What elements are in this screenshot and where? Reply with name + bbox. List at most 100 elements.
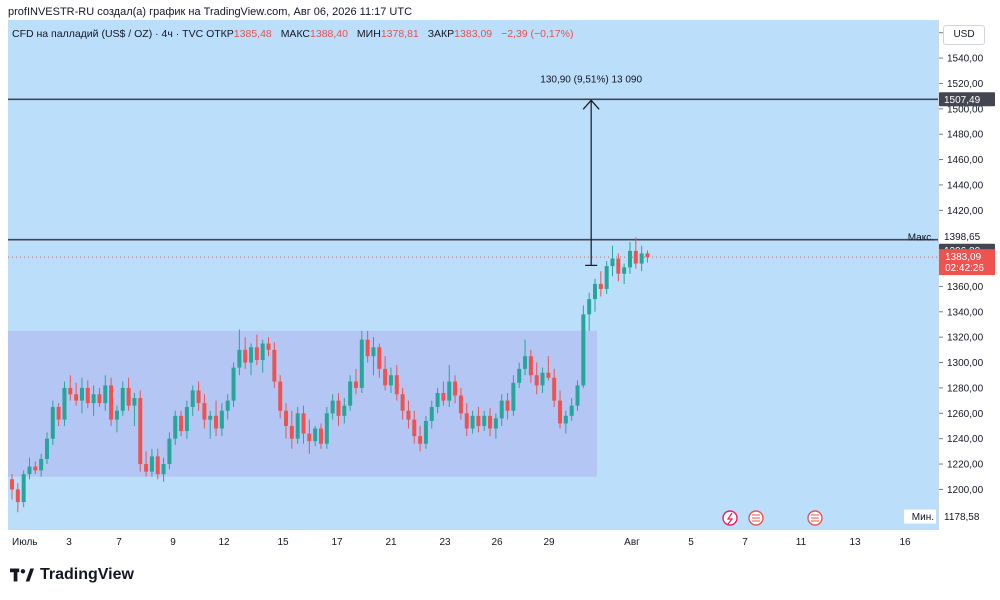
- candle-body: [604, 266, 609, 289]
- candle-body: [587, 299, 592, 315]
- time-tick-label: 26: [491, 537, 503, 548]
- legend-close-label: ЗАКР: [427, 28, 455, 40]
- candle-body: [120, 387, 125, 411]
- candle: [219, 403, 224, 437]
- legend-symbol: CFD на палладий (US$ / OZ) · 4ч · TVC: [12, 28, 204, 40]
- legend-close: 1383,09: [454, 28, 493, 40]
- candle-body: [365, 339, 370, 357]
- candle: [225, 394, 230, 420]
- candle-body: [313, 428, 318, 442]
- candle: [558, 390, 563, 429]
- price-tick-label: 1340,00: [947, 307, 984, 318]
- legend-high: 1388,40: [310, 28, 348, 40]
- max-price-tag: 1398,65: [939, 229, 995, 244]
- lightning-glyph: [726, 512, 734, 525]
- max-label: Макс.: [908, 232, 934, 243]
- candle: [184, 400, 189, 439]
- candle: [482, 410, 487, 432]
- candle-body: [645, 253, 650, 258]
- price-tick-label: 1320,00: [947, 333, 984, 344]
- price-axis-svg: 1560,001540,001520,001500,001480,001460,…: [939, 28, 995, 524]
- candle: [447, 365, 452, 407]
- candle: [575, 380, 580, 411]
- candle-body: [453, 381, 458, 396]
- candle-body: [190, 390, 195, 407]
- time-tick-label: 5: [688, 537, 694, 548]
- candle-body: [50, 406, 55, 439]
- candle-body: [423, 420, 428, 444]
- price-tick-label: 1460,00: [947, 155, 984, 166]
- candle: [429, 400, 434, 429]
- candle-body: [470, 415, 475, 429]
- candle: [616, 253, 621, 282]
- price-tick-label: 1500,00: [947, 104, 984, 115]
- price-plot[interactable]: 130,90 (9,51%) 13 090 Макс. Мин.: [8, 20, 938, 530]
- candle-body: [249, 347, 254, 363]
- candle-body: [103, 385, 108, 404]
- candle: [214, 400, 219, 437]
- candle: [144, 451, 149, 477]
- candle: [307, 419, 312, 454]
- candle-body: [546, 372, 551, 378]
- candle-body: [639, 253, 644, 264]
- min-price-tag-text: 1178,58: [944, 512, 980, 523]
- tradingview-logo[interactable]: TradingView: [10, 566, 134, 584]
- price-axis[interactable]: 1560,001540,001520,001500,001480,001460,…: [938, 20, 1000, 530]
- candle: [593, 278, 597, 312]
- candle: [56, 403, 61, 426]
- candle-body: [301, 413, 306, 434]
- time-tick-label: 9: [170, 537, 176, 548]
- max-price-tag-text: 1398,65: [944, 232, 981, 243]
- candle-body: [62, 387, 67, 420]
- candle: [138, 390, 143, 472]
- time-tick-label: 3: [66, 537, 72, 548]
- price-tick-label: 1440,00: [947, 180, 984, 191]
- candle-body: [21, 474, 26, 503]
- candle-body: [540, 372, 545, 386]
- time-tick-label: 7: [116, 537, 122, 548]
- candle: [359, 330, 364, 393]
- currency-button[interactable]: USD: [943, 25, 985, 45]
- price-tick-label: 1520,00: [947, 79, 984, 90]
- candle-body: [196, 390, 201, 404]
- candle: [103, 375, 108, 411]
- lightning-icon[interactable]: [722, 510, 738, 526]
- candle: [552, 368, 557, 407]
- candle: [546, 356, 551, 381]
- candle: [365, 330, 370, 363]
- candle-body: [295, 413, 300, 439]
- candle-body: [144, 464, 149, 472]
- candle: [598, 271, 603, 297]
- price-tick-label: 1220,00: [947, 460, 984, 471]
- candle: [353, 368, 358, 395]
- candle-body: [511, 382, 516, 411]
- candle-body: [622, 267, 627, 274]
- candle: [33, 461, 38, 475]
- candle-body: [278, 381, 283, 411]
- candle: [388, 367, 393, 393]
- measure-label: 130,90 (9,51%) 13 090: [540, 74, 642, 85]
- candle-body: [266, 343, 271, 350]
- candle-body: [505, 400, 510, 411]
- logo-text: TradingView: [40, 566, 134, 583]
- candle: [523, 339, 528, 376]
- candle: [505, 392, 510, 420]
- candle: [540, 367, 545, 393]
- candle-body: [558, 400, 563, 424]
- min-price-tag: 1178,58: [939, 509, 995, 524]
- candle: [412, 410, 417, 444]
- candle: [330, 394, 335, 420]
- candle-body: [429, 406, 434, 421]
- candle-body: [97, 394, 102, 404]
- candle-body: [126, 387, 131, 406]
- time-axis[interactable]: Июль 3 7 9 12 15 17 21 23 26 29 Авг 5 7 11 13 16: [8, 530, 938, 552]
- candle: [284, 403, 289, 439]
- candle: [254, 334, 259, 366]
- candle: [418, 425, 423, 452]
- target-price-tag-bg: [939, 92, 995, 107]
- chart-area[interactable]: 130,90 (9,51%) 13 090 Макс. Мин.: [8, 20, 938, 530]
- price-tick-label: 1360,00: [947, 282, 984, 293]
- last-price-text: 1383,09: [945, 252, 982, 263]
- candle: [488, 408, 493, 437]
- candle: [155, 448, 160, 480]
